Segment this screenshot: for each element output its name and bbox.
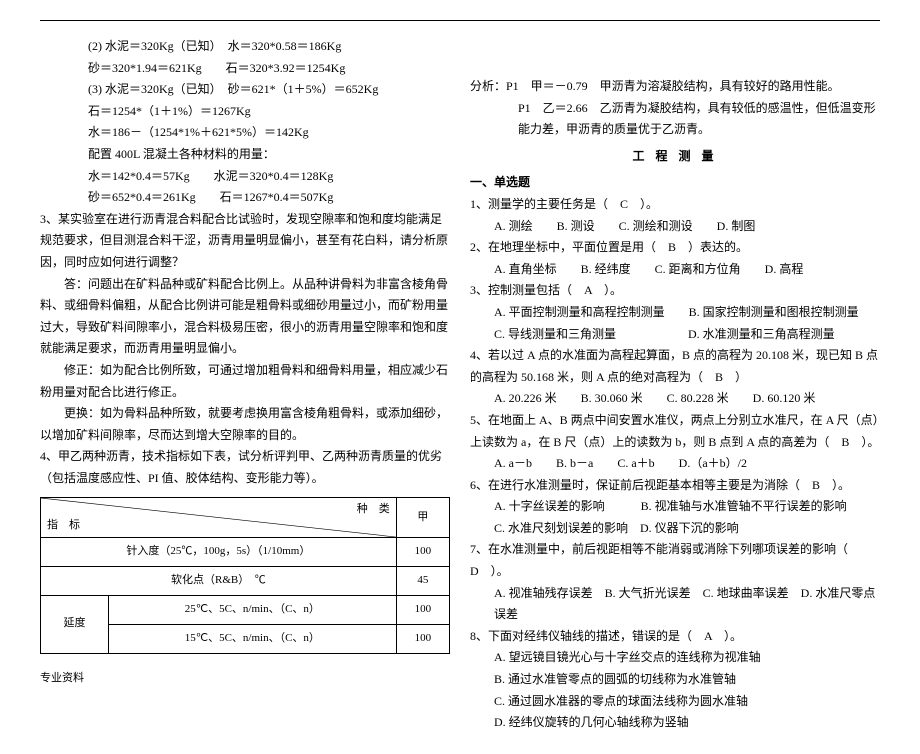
corner-bot-label: 指 标: [47, 516, 80, 536]
r-q6-opt1: A. 十字丝误差的影响 B. 视准轴与水准管轴不平行误差的影响: [470, 496, 880, 518]
r-q3-stem: 3、控制测量包括（ A ）。: [470, 280, 880, 302]
right-column: 分析：P1 甲＝－0.79 甲沥青为溶凝胶结构，具有较好的路用性能。 P1 乙＝…: [470, 36, 880, 734]
asphalt-table: 种 类 指 标 甲 针入度（25℃，100g，5s）（1/10mm） 100 软…: [40, 497, 450, 653]
analysis-1: 分析：P1 甲＝－0.79 甲沥青为溶凝胶结构，具有较好的路用性能。: [470, 76, 880, 98]
q3-answer-1: 答：问题出在矿料品种或矿料配合比例上。从品种讲骨料为非富含棱角骨料、或细骨料偏粗…: [40, 274, 450, 360]
r-q6-opt2: C. 水准尺刻划误差的影响 D. 仪器下沉的影响: [470, 518, 880, 540]
r-q1-opts: A. 测绘 B. 测设 C. 测绘和测设 D. 制图: [470, 216, 880, 238]
col-jia: 甲: [396, 498, 449, 538]
r-q1-stem: 1、测量学的主要任务是（ C ）。: [470, 194, 880, 216]
q4-stem: 4、甲乙两种沥青，技术指标如下表，试分析评判甲、乙两种沥青质量的优劣（包括温度感…: [40, 446, 450, 489]
r-q3-opt2: C. 导线测量和三角测量 D. 水准测量和三角高程测量: [470, 324, 880, 346]
subhead: 一、单选题: [470, 172, 880, 194]
r-q3-opt1: A. 平面控制测量和高程控制测量 B. 国家控制测量和图根控制测量: [470, 302, 880, 324]
left-column: (2) 水泥＝320Kg（已知） 水＝320*0.58＝186Kg 砂＝320*…: [40, 36, 450, 734]
row2-val: 45: [396, 567, 449, 596]
q3-stem: 3、某实验室在进行沥青混合料配合比试验时，发现空隙率和饱和度均能满足规范要求，但…: [40, 209, 450, 274]
row1-val: 100: [396, 538, 449, 567]
section-title: 工 程 测 量: [470, 146, 880, 168]
r-q8-opt3: C. 通过圆水准器的零点的球面法线称为圆水准轴: [470, 691, 880, 713]
calc-line-3: (3) 水泥＝320Kg（已知） 砂＝621*（1＋5%）＝652Kg: [40, 79, 450, 101]
row3-val2: 100: [396, 624, 449, 653]
two-column-layout: (2) 水泥＝320Kg（已知） 水＝320*0.58＝186Kg 砂＝320*…: [40, 36, 880, 734]
row2-label: 软化点（R&B） ℃: [41, 567, 397, 596]
calc-line-7: 水＝142*0.4＝57Kg 水泥＝320*0.4＝128Kg: [40, 166, 450, 188]
r-q7-opts: A. 视准轴残存误差 B. 大气折光误差 C. 地球曲率误差 D. 水准尺零点误…: [470, 583, 880, 626]
r-q5-opts: A. a－b B. b－a C. a＋b D.（a＋b）/2: [470, 453, 880, 475]
calc-line-5: 水＝186－（1254*1%＋621*5%）＝142Kg: [40, 122, 450, 144]
r-q4-stem: 4、若以过 A 点的水准面为高程起算面，B 点的高程为 20.108 米，现已知…: [470, 345, 880, 388]
r-q8-stem: 8、下面对经纬仪轴线的描述，错误的是（ A ）。: [470, 626, 880, 648]
footer-text: 专业资料: [40, 669, 450, 689]
table-corner-cell: 种 类 指 标: [41, 498, 397, 538]
row3-sub2: 15℃、5C、n/min、（C、n）: [108, 624, 396, 653]
calc-line-6: 配置 400L 混凝土各种材料的用量：: [40, 144, 450, 166]
r-q6-stem: 6、在进行水准测量时，保证前后视距基本相等主要是为消除（ B ）。: [470, 475, 880, 497]
row1-label: 针入度（25℃，100g，5s）（1/10mm）: [41, 538, 397, 567]
r-q2-stem: 2、在地理坐标中，平面位置是用（ B ）表达的。: [470, 237, 880, 259]
r-q8-opt4: D. 经纬仪旋转的几何心轴线称为竖轴: [470, 712, 880, 734]
r-q8-opt2: B. 通过水准管零点的圆弧的切线称为水准管轴: [470, 669, 880, 691]
spacer: [470, 36, 880, 76]
corner-top-label: 种 类: [357, 500, 390, 520]
calc-line-4: 石＝1254*（1＋1%）＝1267Kg: [40, 101, 450, 123]
calc-line-2: 砂＝320*1.94＝621Kg 石＝320*3.92＝1254Kg: [40, 58, 450, 80]
q3-answer-2: 修正：如为配合比例所致，可通过增加粗骨料和细骨料用量，相应减少石粉用量对配合比进…: [40, 360, 450, 403]
analysis-2: P1 乙＝2.66 乙沥青为凝胶结构，具有较低的感温性，但低温变形能力差，甲沥青…: [470, 98, 880, 141]
row3-label: 延度: [41, 596, 109, 654]
row3-sub1: 25℃、5C、n/min、（C、n）: [108, 596, 396, 625]
calc-line-8: 砂＝652*0.4＝261Kg 石＝1267*0.4＝507Kg: [40, 187, 450, 209]
row3-val1: 100: [396, 596, 449, 625]
q3-answer-3: 更换：如为骨料品种所致，就要考虑换用富含棱角粗骨料，或添加细砂，以增加矿料间隙率…: [40, 403, 450, 446]
r-q5-stem: 5、在地面上 A、B 两点中间安置水准仪，两点上分别立水准尺，在 A 尺（点）上…: [470, 410, 880, 453]
r-q7-stem: 7、在水准测量中，前后视距相等不能消弱或消除下列哪项误差的影响（ D ）。: [470, 539, 880, 582]
r-q4-opts: A. 20.226 米 B. 30.060 米 C. 80.228 米 D. 6…: [470, 388, 880, 410]
calc-line-1: (2) 水泥＝320Kg（已知） 水＝320*0.58＝186Kg: [40, 36, 450, 58]
top-rule: [40, 20, 880, 21]
r-q2-opts: A. 直角坐标 B. 经纬度 C. 距离和方位角 D. 高程: [470, 259, 880, 281]
